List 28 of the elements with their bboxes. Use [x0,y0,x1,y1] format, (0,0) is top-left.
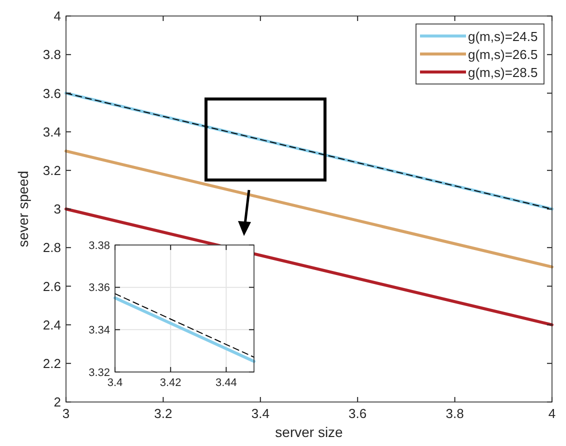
x-tick-label: 3.42 [160,377,182,389]
x-tick-label: 3.2 [154,406,172,421]
y-tick-label: 2 [54,394,61,410]
y-tick-label: 3.4 [42,124,61,140]
legend-label: g(m,s)=26.5 [468,47,538,62]
y-tick-label: 3.8 [42,47,61,62]
y-tick-label: 3.6 [42,86,61,101]
x-tick-label: 3.4 [251,406,270,421]
x-tick-label: 3.6 [348,406,367,421]
x-axis-title: server size [275,424,344,440]
x-tick-label: 3.4 [107,377,123,389]
y-axis-title: sever speed [15,170,31,248]
y-tick-label: 4 [54,8,61,24]
legend-label: g(m,s)=28.5 [468,65,538,80]
x-tick-label: 3.8 [446,406,464,421]
y-tick-label: 3.32 [88,366,110,379]
y-tick-label: 2.8 [42,240,61,256]
y-tick-label: 3 [54,202,61,217]
y-tick-label: 3.34 [88,324,110,337]
y-tick-label: 2.4 [42,317,61,332]
x-tick-label: 3.44 [215,377,237,389]
y-tick-label: 3.2 [42,162,61,178]
y-tick-label: 2.6 [42,278,61,294]
y-tick-label: 3.36 [88,282,110,294]
x-tick-label: 4 [548,406,556,421]
y-tick-label: 2.2 [42,356,61,371]
y-tick-label: 3.38 [88,240,110,252]
legend-label: g(m,s)=24.5 [468,29,538,44]
